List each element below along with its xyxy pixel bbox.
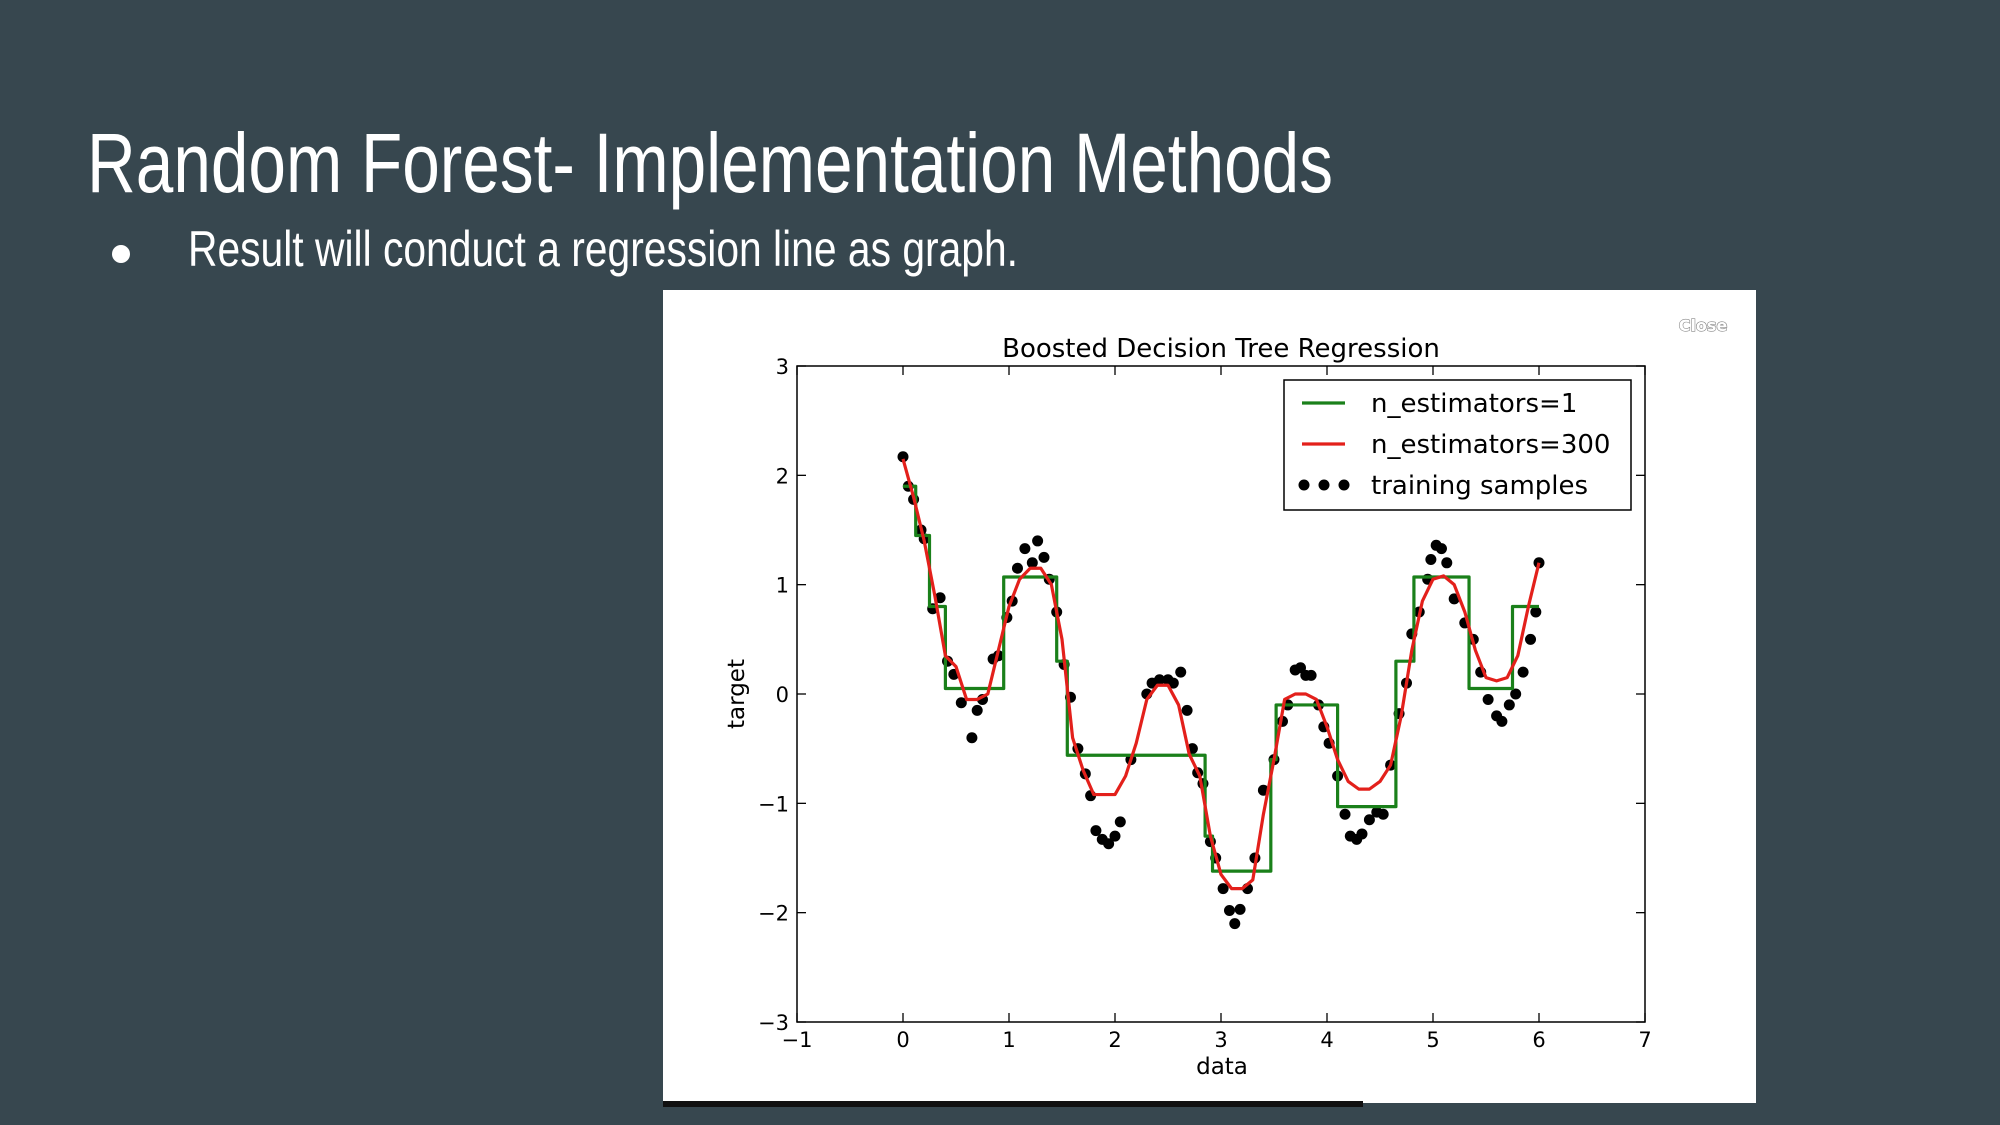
data-point <box>1217 883 1229 895</box>
y-tick-label: 0 <box>776 683 789 707</box>
data-point <box>1154 674 1166 686</box>
legend-label: n_estimators=1 <box>1371 389 1577 419</box>
legend-label: training samples <box>1371 471 1588 501</box>
data-point <box>1167 677 1179 689</box>
data-point <box>897 451 909 463</box>
data-point <box>1114 816 1126 828</box>
x-tick-label: −1 <box>782 1028 813 1052</box>
data-point <box>1496 715 1508 727</box>
data-point <box>1032 535 1044 547</box>
data-point <box>1482 693 1494 705</box>
legend-marker <box>1318 479 1330 491</box>
bullet-dot <box>112 245 130 263</box>
x-tick-label: 6 <box>1532 1028 1545 1052</box>
data-point <box>1517 666 1529 678</box>
x-tick-label: 0 <box>896 1028 909 1052</box>
data-point <box>1377 808 1389 820</box>
data-point <box>1019 543 1031 555</box>
data-point <box>1229 918 1241 930</box>
data-point <box>1109 830 1121 842</box>
plot-area: −1 0 1 2 3 4 5 6 7 −3 −2 −1 0 1 2 3 n_estimators=1 n_esti… <box>758 355 1652 1052</box>
x-axis-label: data <box>1196 1054 1248 1080</box>
data-point <box>1503 699 1515 711</box>
data-point <box>1175 666 1187 678</box>
data-point <box>1234 903 1246 915</box>
y-tick-label: −3 <box>758 1011 789 1035</box>
panel-bottom-bar <box>663 1101 1363 1107</box>
data-point <box>1305 669 1317 681</box>
x-tick-label: 5 <box>1426 1028 1439 1052</box>
y-tick-label: −1 <box>758 792 789 816</box>
bullet-text: Result will conduct a regression line as… <box>188 221 1018 277</box>
y-tick-label: 1 <box>776 574 789 598</box>
data-point <box>1090 825 1102 837</box>
data-point <box>1011 562 1023 574</box>
data-point <box>971 704 983 716</box>
data-point <box>1510 688 1522 700</box>
x-tick-label: 2 <box>1108 1028 1121 1052</box>
data-point <box>1295 662 1306 674</box>
data-point <box>1356 828 1368 840</box>
series-line <box>901 458 1541 891</box>
data-point <box>1530 606 1542 618</box>
data-point <box>1026 557 1038 569</box>
legend-marker <box>1298 479 1310 491</box>
plot-frame <box>796 365 1646 1023</box>
data-point <box>1339 808 1351 820</box>
chart-title: Boosted Decision Tree Regression <box>1002 334 1440 364</box>
data-point <box>1223 904 1235 916</box>
data-point <box>1525 633 1537 645</box>
y-tick-label: −2 <box>758 902 789 926</box>
data-point <box>955 697 967 709</box>
data-point <box>1425 554 1437 566</box>
data-point <box>1363 814 1375 826</box>
legend-label: n_estimators=300 <box>1371 430 1610 460</box>
legend-marker <box>1338 479 1350 491</box>
close-button[interactable]: Close <box>1678 315 1728 335</box>
x-tick-label: 7 <box>1638 1028 1651 1052</box>
data-point <box>1038 551 1050 563</box>
data-point <box>1435 543 1447 555</box>
data-point <box>934 592 946 604</box>
series-line <box>903 484 1539 873</box>
data-point <box>1103 838 1115 850</box>
data-point <box>1441 557 1453 569</box>
y-axis-label: target <box>724 659 750 729</box>
data-point <box>966 732 978 744</box>
y-tick-label: 3 <box>776 355 789 379</box>
x-tick-label: 1 <box>1002 1028 1015 1052</box>
x-tick-label: 4 <box>1320 1028 1333 1052</box>
x-tick-label: 3 <box>1214 1028 1227 1052</box>
slide-title: Random Forest- Implementation Methods <box>87 116 1333 210</box>
data-point <box>1181 704 1193 716</box>
y-tick-label: 2 <box>776 464 789 488</box>
